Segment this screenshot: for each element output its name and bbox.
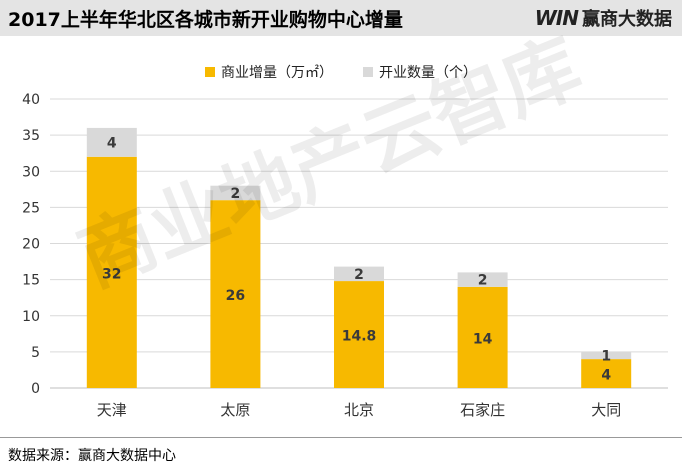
data-label-count: 2: [354, 267, 364, 283]
y-tick-label: 40: [22, 92, 40, 108]
x-tick-label: 大同: [591, 401, 621, 419]
bar-chart: 0 5 10 15 20 25 30 35 40 32 4 天津 26 2 太原 14.8 2 北京 14 2 石家庄 4…: [22, 92, 668, 419]
brand-name: 赢商大数据: [582, 9, 672, 30]
brand: WIN 赢商大数据: [535, 5, 672, 31]
x-tick-label: 天津: [97, 401, 127, 419]
y-tick-label: 15: [22, 273, 40, 289]
chart-title: 2017上半年华北区各城市新开业购物中心增量: [8, 9, 403, 31]
y-tick-label: 25: [22, 200, 40, 216]
bar-count: [457, 272, 508, 287]
bar-count: [581, 351, 632, 360]
bar-count: [86, 127, 137, 157]
data-label-area: 4: [601, 368, 611, 384]
legend-swatch-count: [363, 67, 373, 77]
y-tick-label: 35: [22, 128, 40, 144]
x-tick-label: 石家庄: [460, 401, 505, 419]
y-tick-label: 5: [31, 345, 40, 361]
data-label-area: 14: [473, 331, 493, 347]
data-label-count: 1: [601, 348, 611, 364]
legend: 商业增量（万㎡） 开业数量（个）: [0, 62, 682, 82]
data-label-count: 4: [107, 135, 117, 151]
legend-item-count: 开业数量（个）: [363, 62, 477, 82]
y-tick-label: 0: [31, 381, 40, 397]
bar-count: [210, 185, 261, 201]
title-bar: 2017上半年华北区各城市新开业购物中心增量 WIN 赢商大数据: [0, 0, 682, 36]
source-text: 数据来源：赢商大数据中心: [8, 448, 176, 464]
data-label-area: 14.8: [342, 329, 377, 345]
source-divider: [0, 437, 682, 438]
y-tick-label: 30: [22, 164, 40, 180]
y-tick-label: 20: [22, 237, 40, 253]
bar-area: [457, 286, 508, 388]
x-tick-label: 太原: [220, 401, 250, 419]
data-label-count: 2: [231, 186, 241, 202]
bar-area: [86, 156, 137, 388]
legend-item-area: 商业增量（万㎡）: [205, 62, 333, 82]
bar-area: [210, 200, 261, 388]
bar-area: [581, 359, 632, 388]
data-label-count: 2: [478, 273, 488, 289]
bar-count: [334, 266, 384, 282]
data-label-area: 32: [102, 266, 121, 282]
bar-area: [334, 281, 384, 388]
legend-label-count: 开业数量（个）: [379, 65, 477, 81]
y-tick-label: 10: [22, 309, 40, 325]
brand-logo: WIN: [534, 6, 579, 30]
data-label-area: 26: [226, 288, 245, 304]
x-tick-label: 北京: [344, 401, 374, 419]
legend-label-area: 商业增量（万㎡）: [221, 65, 333, 81]
legend-swatch-area: [205, 67, 215, 77]
